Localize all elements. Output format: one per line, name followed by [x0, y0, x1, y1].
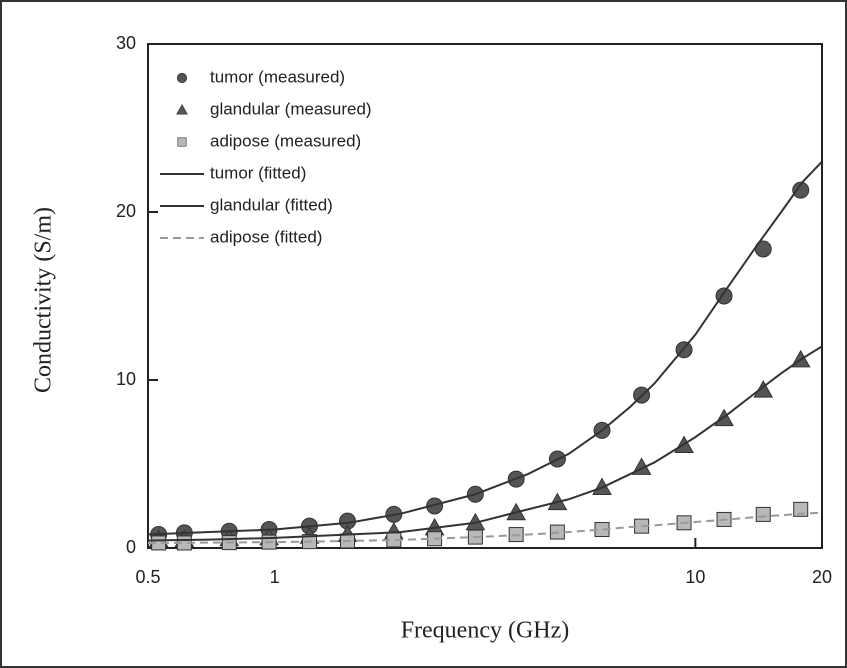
y-tick-label: 0 — [126, 537, 136, 557]
fitted-line — [147, 511, 823, 544]
plot-area — [147, 43, 823, 549]
legend-swatch — [176, 72, 188, 84]
fitted-line — [147, 160, 823, 536]
x-tick-label: 1 — [270, 567, 280, 587]
legend-swatch — [177, 137, 187, 147]
legend-label: glandular (fitted) — [210, 195, 333, 214]
y-axis-label: Conductivity (S/m) — [31, 207, 57, 393]
legend-label: tumor (measured) — [210, 67, 345, 86]
x-tick-label: 20 — [812, 567, 832, 587]
legend-label: adipose (measured) — [210, 131, 361, 150]
y-tick-label: 10 — [116, 369, 136, 389]
y-tick-label: 30 — [116, 33, 136, 53]
data-point — [755, 506, 771, 522]
x-tick-label: 10 — [685, 567, 705, 587]
data-point — [792, 181, 810, 199]
x-axis-label: Frequency (GHz) — [401, 618, 570, 644]
fitted-line — [147, 345, 823, 542]
y-tick-label: 20 — [116, 201, 136, 221]
legend-label: adipose (fitted) — [210, 227, 322, 246]
legend-label: glandular (measured) — [210, 99, 372, 118]
x-tick-label: 0.5 — [135, 567, 160, 587]
legend-label: tumor (fitted) — [210, 163, 306, 182]
legend-swatch — [176, 103, 188, 115]
